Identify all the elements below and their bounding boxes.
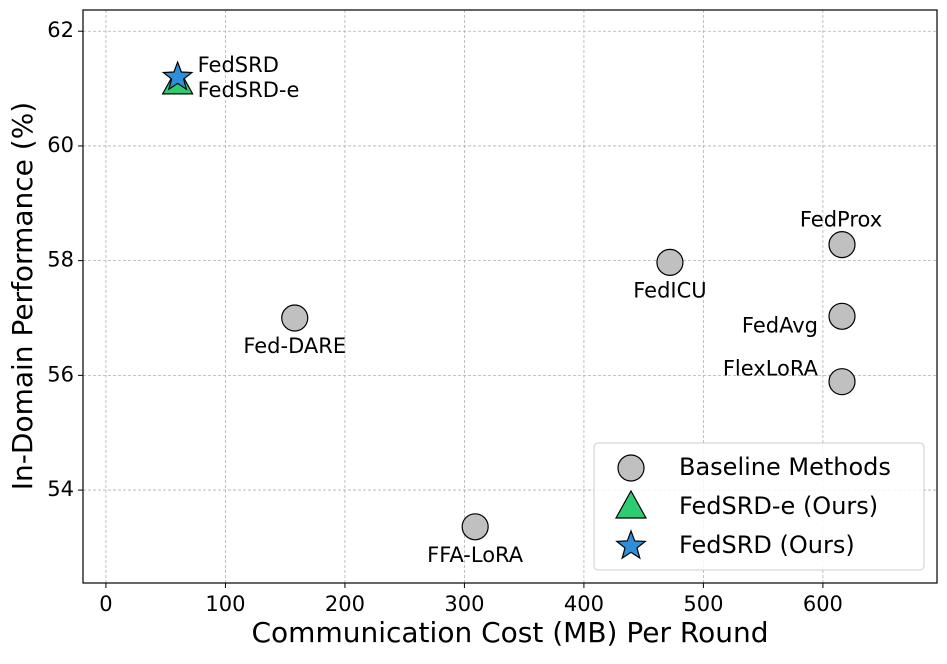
point-label: FedProx [800,208,882,232]
point [614,489,648,519]
point [656,248,684,276]
point-label: FedAvg [742,313,818,337]
x-tick-label: 600 [803,592,843,616]
point-label: FedSRD-e [198,78,300,102]
x-tick-label: 200 [325,592,365,616]
x-tick-label: 300 [444,592,484,616]
legend-label: FedSRD (Ours) [679,531,855,559]
plot-frame [82,9,938,584]
y-tick-label: 54 [47,477,74,501]
x-tick-label: 0 [99,592,112,616]
y-axis-label: In-Domain Performance (%) [6,102,39,490]
x-tick-label: 100 [205,592,245,616]
x-tick-label: 400 [564,592,604,616]
legend-label: FedSRD-e (Ours) [679,492,878,520]
point-label: Fed-DARE [243,334,346,358]
point [281,304,309,332]
legend-box [593,442,925,571]
point-label: FedICU [633,278,706,302]
point [828,368,856,396]
y-tick-label: 62 [47,18,74,42]
point [617,454,645,482]
point [615,529,647,560]
y-tick-label: 60 [47,133,74,157]
point-label: FlexLoRA [723,357,819,381]
y-tick-label: 56 [47,362,74,386]
legend-label: Baseline Methods [679,453,891,481]
point [828,302,856,330]
x-tick-label: 500 [683,592,723,616]
point-label: FedSRD [198,53,279,77]
point-label: FFA-LoRA [427,543,524,567]
point [161,60,194,91]
y-tick-label: 58 [47,248,74,272]
point [461,513,489,541]
x-axis-label: Communication Cost (MB) Per Round [252,616,769,649]
point [828,230,856,259]
